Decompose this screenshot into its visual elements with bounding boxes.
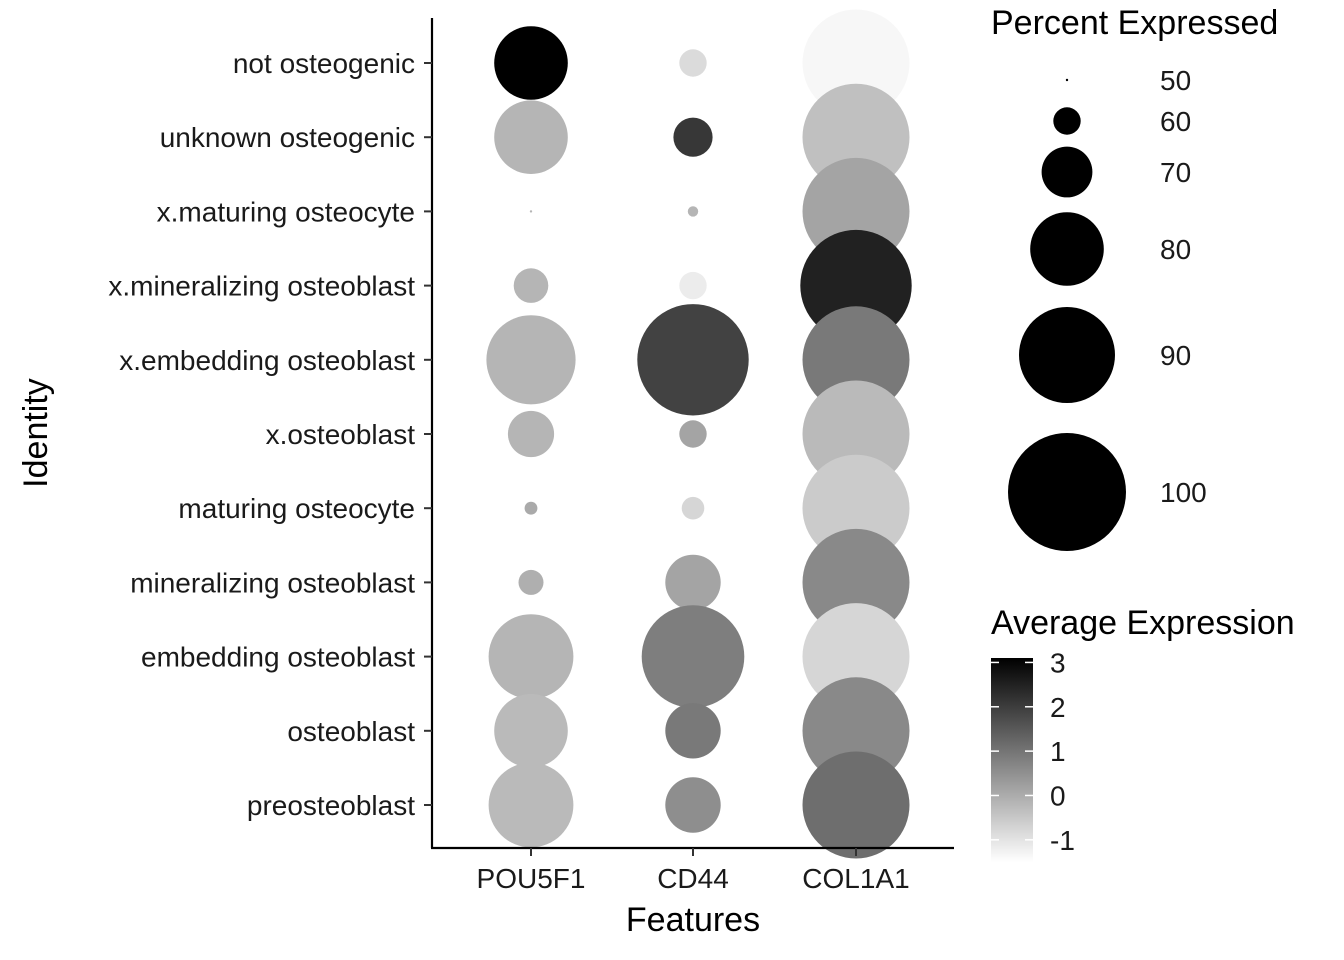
color-legend-title: Average Expression <box>991 604 1295 642</box>
size-legend-label: 90 <box>1160 340 1191 371</box>
dot-point <box>665 777 721 833</box>
size-legend-label: 80 <box>1160 234 1191 265</box>
size-legend-dot <box>1008 433 1126 551</box>
y-tick-label: not osteogenic <box>233 48 415 79</box>
size-legend-label: 70 <box>1160 157 1191 188</box>
size-legend-dot <box>1019 307 1115 403</box>
dot-point <box>665 703 721 759</box>
x-tick-label: CD44 <box>657 863 729 894</box>
dot-point <box>486 315 576 405</box>
dot-point <box>494 26 568 100</box>
dot-point <box>518 569 544 595</box>
dot-point <box>802 751 910 859</box>
dot-point <box>494 694 568 768</box>
dot-point <box>529 210 533 213</box>
dot-point <box>641 605 745 708</box>
dot-point <box>679 271 707 300</box>
y-tick-label: x.osteoblast <box>266 419 416 450</box>
y-tick-label: maturing osteocyte <box>178 493 415 524</box>
x-tick-label: COL1A1 <box>802 863 909 894</box>
dot-point <box>681 496 705 520</box>
dot-point <box>802 9 910 117</box>
size-legend-label: 50 <box>1160 65 1191 96</box>
y-tick-label: preosteoblast <box>247 790 415 821</box>
color-legend-label: -1 <box>1050 825 1075 856</box>
dot-point <box>513 268 549 303</box>
dot-point <box>488 614 574 699</box>
size-legend-dot <box>1065 78 1069 82</box>
dot-point <box>494 100 568 174</box>
size-legend-title: Percent Expressed <box>991 4 1278 42</box>
x-axis-title: Features <box>626 901 760 939</box>
dot-point <box>673 117 713 157</box>
axes-layer: not osteogenic unknown osteogenic x.maturi… <box>17 18 954 939</box>
color-legend-label: 3 <box>1050 647 1066 678</box>
size-legend-dot <box>1030 212 1104 286</box>
size-legend-label: 60 <box>1160 106 1191 137</box>
size-legend-dot <box>1041 146 1093 198</box>
size-legend-label: 100 <box>1160 477 1207 508</box>
y-tick-label: osteoblast <box>287 716 415 747</box>
dot-point <box>802 454 910 562</box>
dot-point <box>800 229 912 342</box>
dot-point <box>524 501 538 515</box>
dot-point <box>802 380 910 488</box>
x-tick-label: POU5F1 <box>477 863 586 894</box>
y-axis-title: Identity <box>17 378 55 488</box>
color-legend-label: 0 <box>1050 780 1066 811</box>
dot-point <box>802 306 910 414</box>
y-tick-label: x.embedding osteoblast <box>119 345 415 376</box>
dot-point <box>488 762 574 848</box>
dots-layer <box>486 9 912 859</box>
y-tick-label: x.mineralizing osteoblast <box>108 271 415 302</box>
dot-point <box>802 677 910 785</box>
dot-point <box>802 83 910 191</box>
dot-point <box>679 420 707 448</box>
dot-point <box>507 410 555 458</box>
y-tick-label: x.maturing osteocyte <box>157 196 415 227</box>
y-tick-label: mineralizing osteoblast <box>130 567 415 598</box>
dot-point <box>679 49 707 77</box>
y-tick-label: embedding osteoblast <box>141 642 415 673</box>
color-legend-label: 2 <box>1050 692 1066 723</box>
size-legend-dot <box>1053 107 1081 135</box>
y-tick-label: unknown osteogenic <box>160 122 415 153</box>
dot-point <box>687 206 699 217</box>
dot-point <box>802 603 910 711</box>
legend-layer: Percent Expressed 50 60 70 80 90 100 Average Ex… <box>991 4 1295 862</box>
dot-point <box>637 304 749 416</box>
dot-point <box>665 554 721 611</box>
dot-point <box>802 528 910 636</box>
color-legend-bar <box>991 658 1033 862</box>
color-legend-label: 1 <box>1050 736 1066 767</box>
